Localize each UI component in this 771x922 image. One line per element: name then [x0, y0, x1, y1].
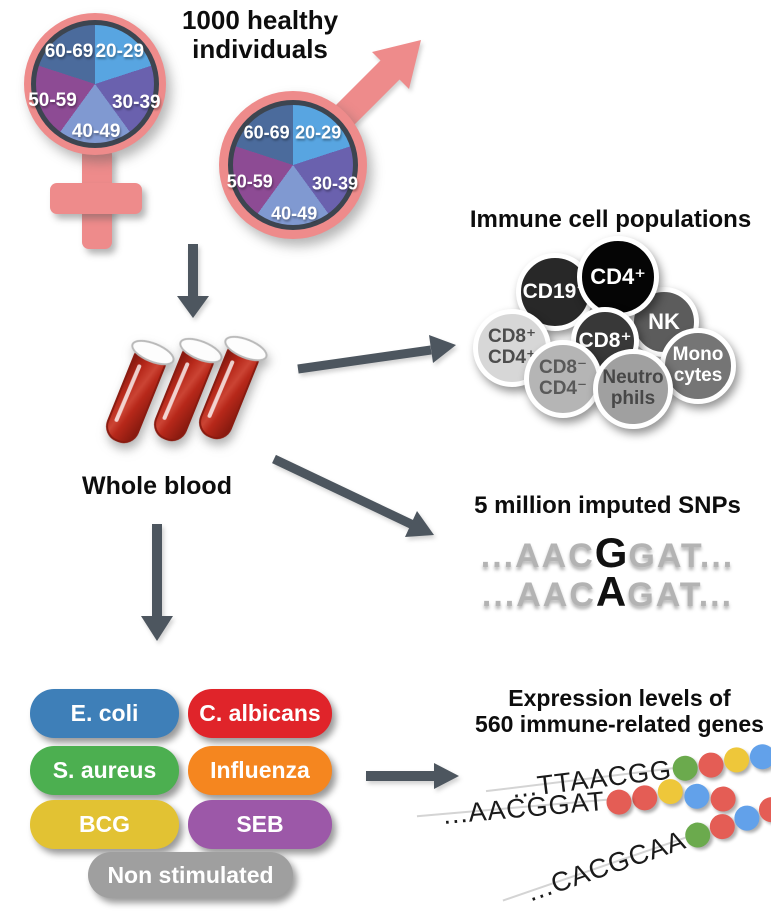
age-label-20-29: 20-29 [295, 122, 342, 143]
expression-dot [748, 742, 771, 771]
stimulus-ecoli: E. coli [30, 689, 179, 738]
age-pie: 60-69 20-29 50-59 30-39 40-49 [28, 20, 161, 148]
stimulus-saureus: S. aureus [30, 746, 179, 795]
snp-sequence-2: ...AACAGAT... [450, 571, 765, 613]
arrow-blood-to-snps-icon [272, 454, 434, 537]
expression-dot [604, 788, 633, 816]
age-pie: 60-69 20-29 50-59 30-39 40-49 [226, 100, 359, 230]
snp-seq1-pre: ...AAC [480, 537, 595, 575]
expression-dot [656, 778, 684, 806]
age-label-40-49: 40-49 [271, 203, 318, 224]
cell-cd8pos-cd4pos: CD8⁺ CD4⁺ [473, 309, 551, 387]
age-label-40-49: 40-49 [71, 121, 121, 143]
snp-seq1-variant: G [594, 529, 629, 576]
snp-seq2-variant: A [595, 568, 628, 615]
cell-neutrophils: Neutro phils [593, 349, 673, 429]
age-label-20-29: 20-29 [95, 41, 145, 63]
immune-cells-title: Immune cell populations [469, 206, 752, 233]
snp-seq2-pre: ...AAC [481, 576, 596, 614]
stimulus-seb: SEB [188, 800, 332, 849]
whole-blood-label: Whole blood [82, 472, 232, 500]
male-symbol: 60-69 20-29 50-59 30-39 40-49 [219, 91, 367, 239]
stimulus-influenza: Influenza [188, 746, 332, 795]
expression-title: Expression levels of 560 immune-related … [475, 685, 764, 738]
male-arrow-icon [333, 40, 421, 127]
age-label-60-69: 60-69 [243, 122, 290, 143]
snps-title: 5 million imputed SNPs [474, 492, 741, 519]
arrow-blood-to-cells-icon [297, 335, 456, 374]
expression-dot [630, 784, 658, 812]
age-label-30-39: 30-39 [311, 173, 359, 194]
cohort-title: 1000 healthy individuals [181, 5, 339, 64]
arrow-stimuli-to-expression-icon [366, 763, 459, 789]
arrow-cohort-to-blood-icon [177, 244, 209, 318]
female-cross-horizontal [50, 183, 142, 214]
age-label-30-39: 30-39 [111, 91, 161, 113]
age-label-50-59: 50-59 [226, 171, 273, 192]
arrow-blood-to-stimuli-icon [141, 524, 173, 641]
age-label-60-69: 60-69 [44, 41, 94, 63]
snp-sequence-1: ...AACGGAT... [450, 532, 765, 574]
female-symbol: 60-69 20-29 50-59 30-39 40-49 [24, 13, 166, 155]
stimulus-calbicans: C. albicans [188, 689, 332, 738]
expression-dot [722, 745, 751, 774]
stimulus-non-stimulated: Non stimulated [88, 852, 293, 898]
cell-cd8neg-cd4neg: CD8⁻ CD4⁻ [524, 340, 602, 418]
stimulus-bcg: BCG [30, 800, 179, 849]
snp-seq1-post: GAT... [628, 537, 735, 575]
expression-dot [682, 782, 710, 810]
snp-seq2-post: GAT... [627, 576, 734, 614]
age-label-50-59: 50-59 [28, 89, 77, 111]
cell-cd4: CD4⁺ [577, 236, 659, 318]
